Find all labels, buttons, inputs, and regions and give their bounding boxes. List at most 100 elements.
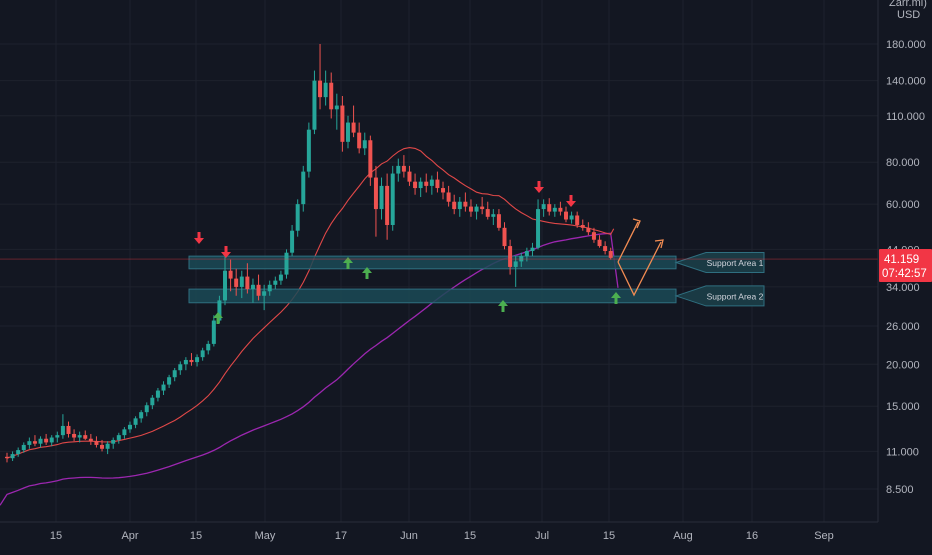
time-tick-label: Apr [121, 530, 138, 542]
candle-body [329, 82, 334, 110]
candle-body [530, 247, 535, 252]
candle-body [491, 214, 496, 217]
ma-slow-line [0, 232, 619, 506]
buy-arrow [343, 257, 353, 269]
candle [38, 436, 43, 448]
candle [558, 201, 563, 216]
candle [357, 122, 362, 154]
candle-body [273, 280, 278, 285]
candle-body [32, 441, 37, 444]
candle [318, 44, 323, 110]
candle [66, 421, 71, 438]
candle-body [373, 177, 378, 210]
time-scale[interactable]: 15 Apr 15 May 17 Jun 15 Jul 15 Aug 16 Sep [0, 521, 932, 550]
candle [536, 199, 541, 250]
candle-body [245, 276, 250, 290]
candle-body [144, 405, 149, 413]
candle [44, 433, 49, 445]
support-area-2-zone [188, 288, 677, 304]
candle [407, 165, 412, 186]
candle [133, 416, 138, 429]
candle-body [250, 284, 255, 290]
candle [491, 209, 496, 225]
candle-body [379, 185, 384, 210]
candle [508, 239, 513, 275]
price-tick-label: 26.000 [886, 321, 920, 333]
candle [60, 414, 65, 439]
candle [200, 347, 205, 361]
candle [575, 211, 580, 228]
price-tick-label: 11.000 [886, 446, 919, 458]
candle [195, 354, 200, 367]
support-area-1-zone [188, 255, 677, 270]
candle [345, 115, 350, 149]
price-tick-label: 180.000 [886, 39, 926, 51]
candle [362, 132, 367, 156]
projection-path-2 [617, 241, 662, 297]
candle [295, 199, 300, 237]
candle [32, 435, 37, 447]
candle [429, 175, 434, 195]
candle [452, 194, 457, 215]
candle-body [552, 207, 557, 212]
candle [127, 421, 132, 433]
candle [49, 435, 54, 447]
candle-body [290, 230, 295, 253]
time-tick-label: May [255, 530, 276, 542]
candle [541, 199, 546, 217]
candle-body [167, 377, 172, 385]
candle-body [603, 246, 608, 252]
candle [262, 284, 267, 311]
candle-body [77, 435, 82, 438]
candle [401, 155, 406, 178]
candle [273, 276, 278, 290]
candle-body [139, 412, 144, 419]
candle-body [513, 261, 518, 267]
candle-body [413, 181, 418, 189]
candle-body [223, 270, 228, 301]
sell-arrow [221, 246, 231, 258]
candle-body [463, 201, 468, 207]
candle-body [211, 320, 216, 344]
sell-arrow [534, 181, 544, 193]
candle-body [306, 129, 311, 172]
candle-body [122, 429, 127, 436]
candle-body [239, 276, 244, 287]
candle-body [441, 188, 446, 193]
support-area-1-tag [674, 251, 765, 273]
candle-body [66, 425, 71, 434]
candle [368, 135, 373, 186]
candle-body [608, 251, 613, 258]
candle-body [161, 384, 166, 391]
candle [5, 452, 9, 463]
candle-body [49, 437, 54, 443]
time-tick-label: Aug [673, 530, 693, 542]
candle [139, 410, 144, 423]
candle [239, 270, 244, 299]
candle-body [452, 201, 457, 210]
buy-arrow [611, 292, 621, 304]
price-tick-label: 8.500 [886, 484, 914, 496]
candle [245, 263, 250, 294]
candle-body [396, 165, 401, 174]
candle-body [200, 350, 205, 358]
candle-body [586, 227, 591, 233]
candle-body [424, 181, 429, 186]
candle-body [580, 224, 585, 228]
candle [552, 204, 557, 217]
candle-body [10, 454, 15, 459]
candle [88, 433, 93, 445]
candle [580, 219, 585, 231]
price-tick-label: 15.000 [886, 401, 920, 413]
candle-body [55, 435, 60, 438]
candle [468, 199, 473, 217]
candle-body [508, 246, 513, 267]
time-tick-label: Sep [814, 530, 834, 542]
candle-body [362, 140, 367, 149]
time-tick-label: 16 [746, 530, 758, 542]
candle [228, 259, 233, 292]
candle-body [318, 80, 323, 98]
candle-body [5, 456, 9, 459]
